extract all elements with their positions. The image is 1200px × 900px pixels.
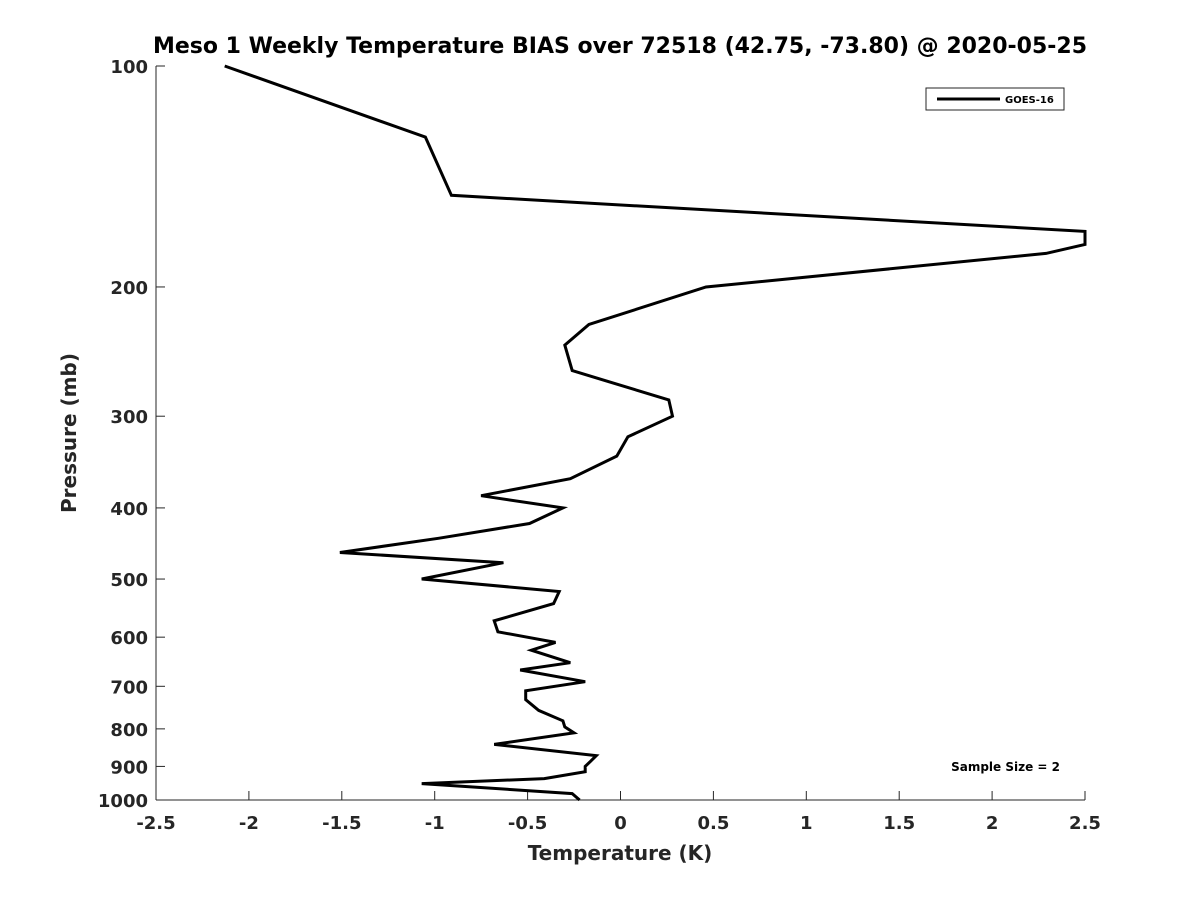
x-tick-label: -2.5 — [136, 813, 175, 834]
x-tick-label: 2 — [986, 813, 999, 834]
y-tick-label: 100 — [110, 57, 148, 78]
y-axis-label: Pressure (mb) — [57, 353, 81, 513]
legend: GOES-16 — [925, 87, 1065, 111]
y-tick-label: 1000 — [98, 791, 148, 812]
x-tick-label: 0.5 — [697, 813, 729, 834]
x-tick-label: 1.5 — [883, 813, 915, 834]
y-tick-label: 700 — [110, 677, 148, 698]
series-layer — [224, 64, 1087, 802]
x-tick-label: 2.5 — [1069, 813, 1101, 834]
y-axis-ticks: 100 200 300 400 500 600 700 800 900 1000 — [98, 57, 165, 812]
x-tick-label: 0 — [614, 813, 627, 834]
x-tick-label: -1.5 — [322, 813, 361, 834]
chart-title: Meso 1 Weekly Temperature BIAS over 7251… — [153, 34, 1087, 59]
y-tick-label: 600 — [110, 628, 148, 649]
y-tick-label: 900 — [110, 757, 148, 778]
y-tick-label: 300 — [110, 407, 148, 428]
y-tick-label: 500 — [110, 570, 148, 591]
x-tick-label: -2 — [239, 813, 259, 834]
series-line-goes-16 — [224, 64, 1087, 802]
x-axis-label: Temperature (K) — [528, 841, 713, 865]
sample-size-annotation: Sample Size = 2 — [951, 760, 1060, 774]
x-axis-ticks: -2.5 -2 -1.5 -1 -0.5 0 0.5 1 1.5 2 2.5 — [136, 791, 1101, 834]
y-tick-label: 800 — [110, 720, 148, 741]
y-tick-label: 400 — [110, 499, 148, 520]
x-tick-label: 1 — [800, 813, 813, 834]
x-tick-label: -1 — [425, 813, 445, 834]
legend-entry-goes-16: GOES-16 — [1005, 95, 1054, 106]
x-tick-label: -0.5 — [508, 813, 547, 834]
y-tick-label: 200 — [110, 278, 148, 299]
